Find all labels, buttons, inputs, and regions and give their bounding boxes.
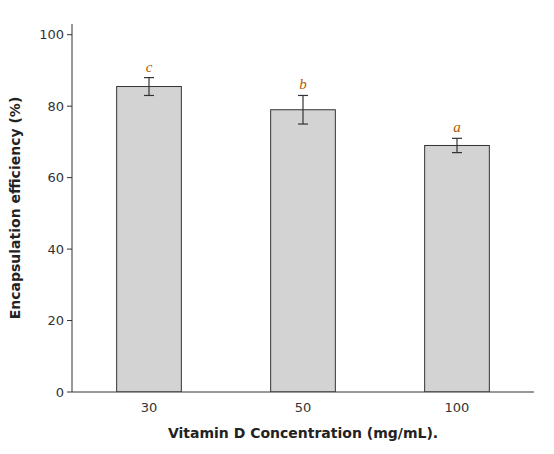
x-tick-label: 50 [295,400,312,415]
x-tick-label: 100 [445,400,470,415]
bars [117,78,490,392]
y-tick-label: 0 [56,385,64,400]
bar [117,87,182,392]
x-tick-label: 30 [141,400,158,415]
y-tick-label: 80 [47,99,64,114]
x-axis-label: Vitamin D Concentration (mg/mL). [168,425,438,441]
y-tick-label: 20 [47,313,64,328]
y-axis-label: Encapsulation efficiency (%) [7,97,23,320]
y-tick [67,392,72,393]
chart-container: c b a 0 20 40 60 80 100 30 50 100 Vitamin D Concentr… [0,0,554,454]
chart: c b a 0 20 40 60 80 100 30 50 100 Vitamin D Concentr… [0,0,554,454]
y-tick [67,249,72,250]
y-tick [67,34,72,35]
y-axis-line [72,24,73,392]
error-bar [144,78,154,96]
bar [271,110,336,392]
x-axis-line [72,392,534,393]
y-tick-label: 40 [47,242,64,257]
bar [425,145,490,392]
y-tick [67,106,72,107]
annotation: b [299,76,307,92]
y-tick-label: 100 [39,27,64,42]
y-tick [67,177,72,178]
annotation: a [453,119,461,135]
error-bar [298,95,308,124]
y-tick [67,320,72,321]
y-tick-label: 60 [47,170,64,185]
error-bar [452,138,462,152]
annotation: c [146,59,153,75]
